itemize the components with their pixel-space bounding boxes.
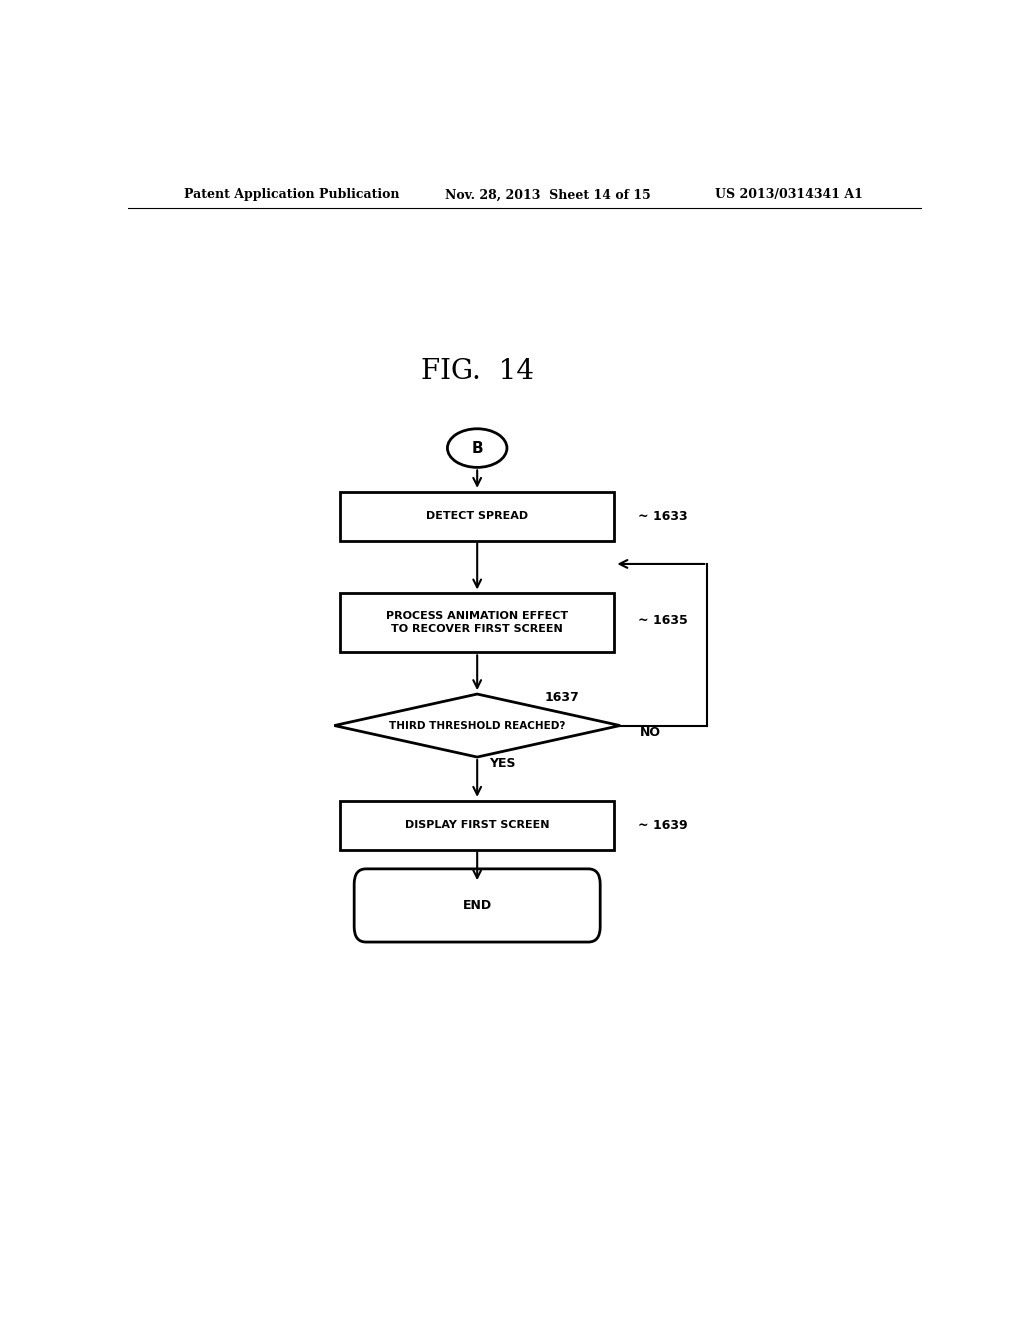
- Ellipse shape: [447, 429, 507, 467]
- Text: YES: YES: [489, 756, 516, 770]
- Text: PROCESS ANIMATION EFFECT
TO RECOVER FIRST SCREEN: PROCESS ANIMATION EFFECT TO RECOVER FIRS…: [386, 611, 568, 635]
- Text: ~ 1633: ~ 1633: [638, 510, 688, 523]
- Text: 1637: 1637: [545, 692, 580, 704]
- Text: DETECT SPREAD: DETECT SPREAD: [426, 511, 528, 521]
- Text: Patent Application Publication: Patent Application Publication: [183, 189, 399, 202]
- Text: ~ 1639: ~ 1639: [638, 818, 688, 832]
- FancyBboxPatch shape: [340, 594, 614, 652]
- FancyBboxPatch shape: [354, 869, 600, 942]
- Text: ~ 1635: ~ 1635: [638, 614, 688, 627]
- Text: DISPLAY FIRST SCREEN: DISPLAY FIRST SCREEN: [404, 820, 550, 830]
- Polygon shape: [334, 694, 620, 758]
- Text: END: END: [463, 899, 492, 912]
- Text: THIRD THRESHOLD REACHED?: THIRD THRESHOLD REACHED?: [389, 721, 565, 730]
- Text: FIG.  14: FIG. 14: [421, 358, 534, 385]
- FancyBboxPatch shape: [340, 492, 614, 541]
- FancyBboxPatch shape: [340, 801, 614, 850]
- Text: NO: NO: [640, 726, 660, 739]
- Text: B: B: [471, 441, 483, 455]
- Text: Nov. 28, 2013  Sheet 14 of 15: Nov. 28, 2013 Sheet 14 of 15: [445, 189, 651, 202]
- Text: US 2013/0314341 A1: US 2013/0314341 A1: [715, 189, 863, 202]
